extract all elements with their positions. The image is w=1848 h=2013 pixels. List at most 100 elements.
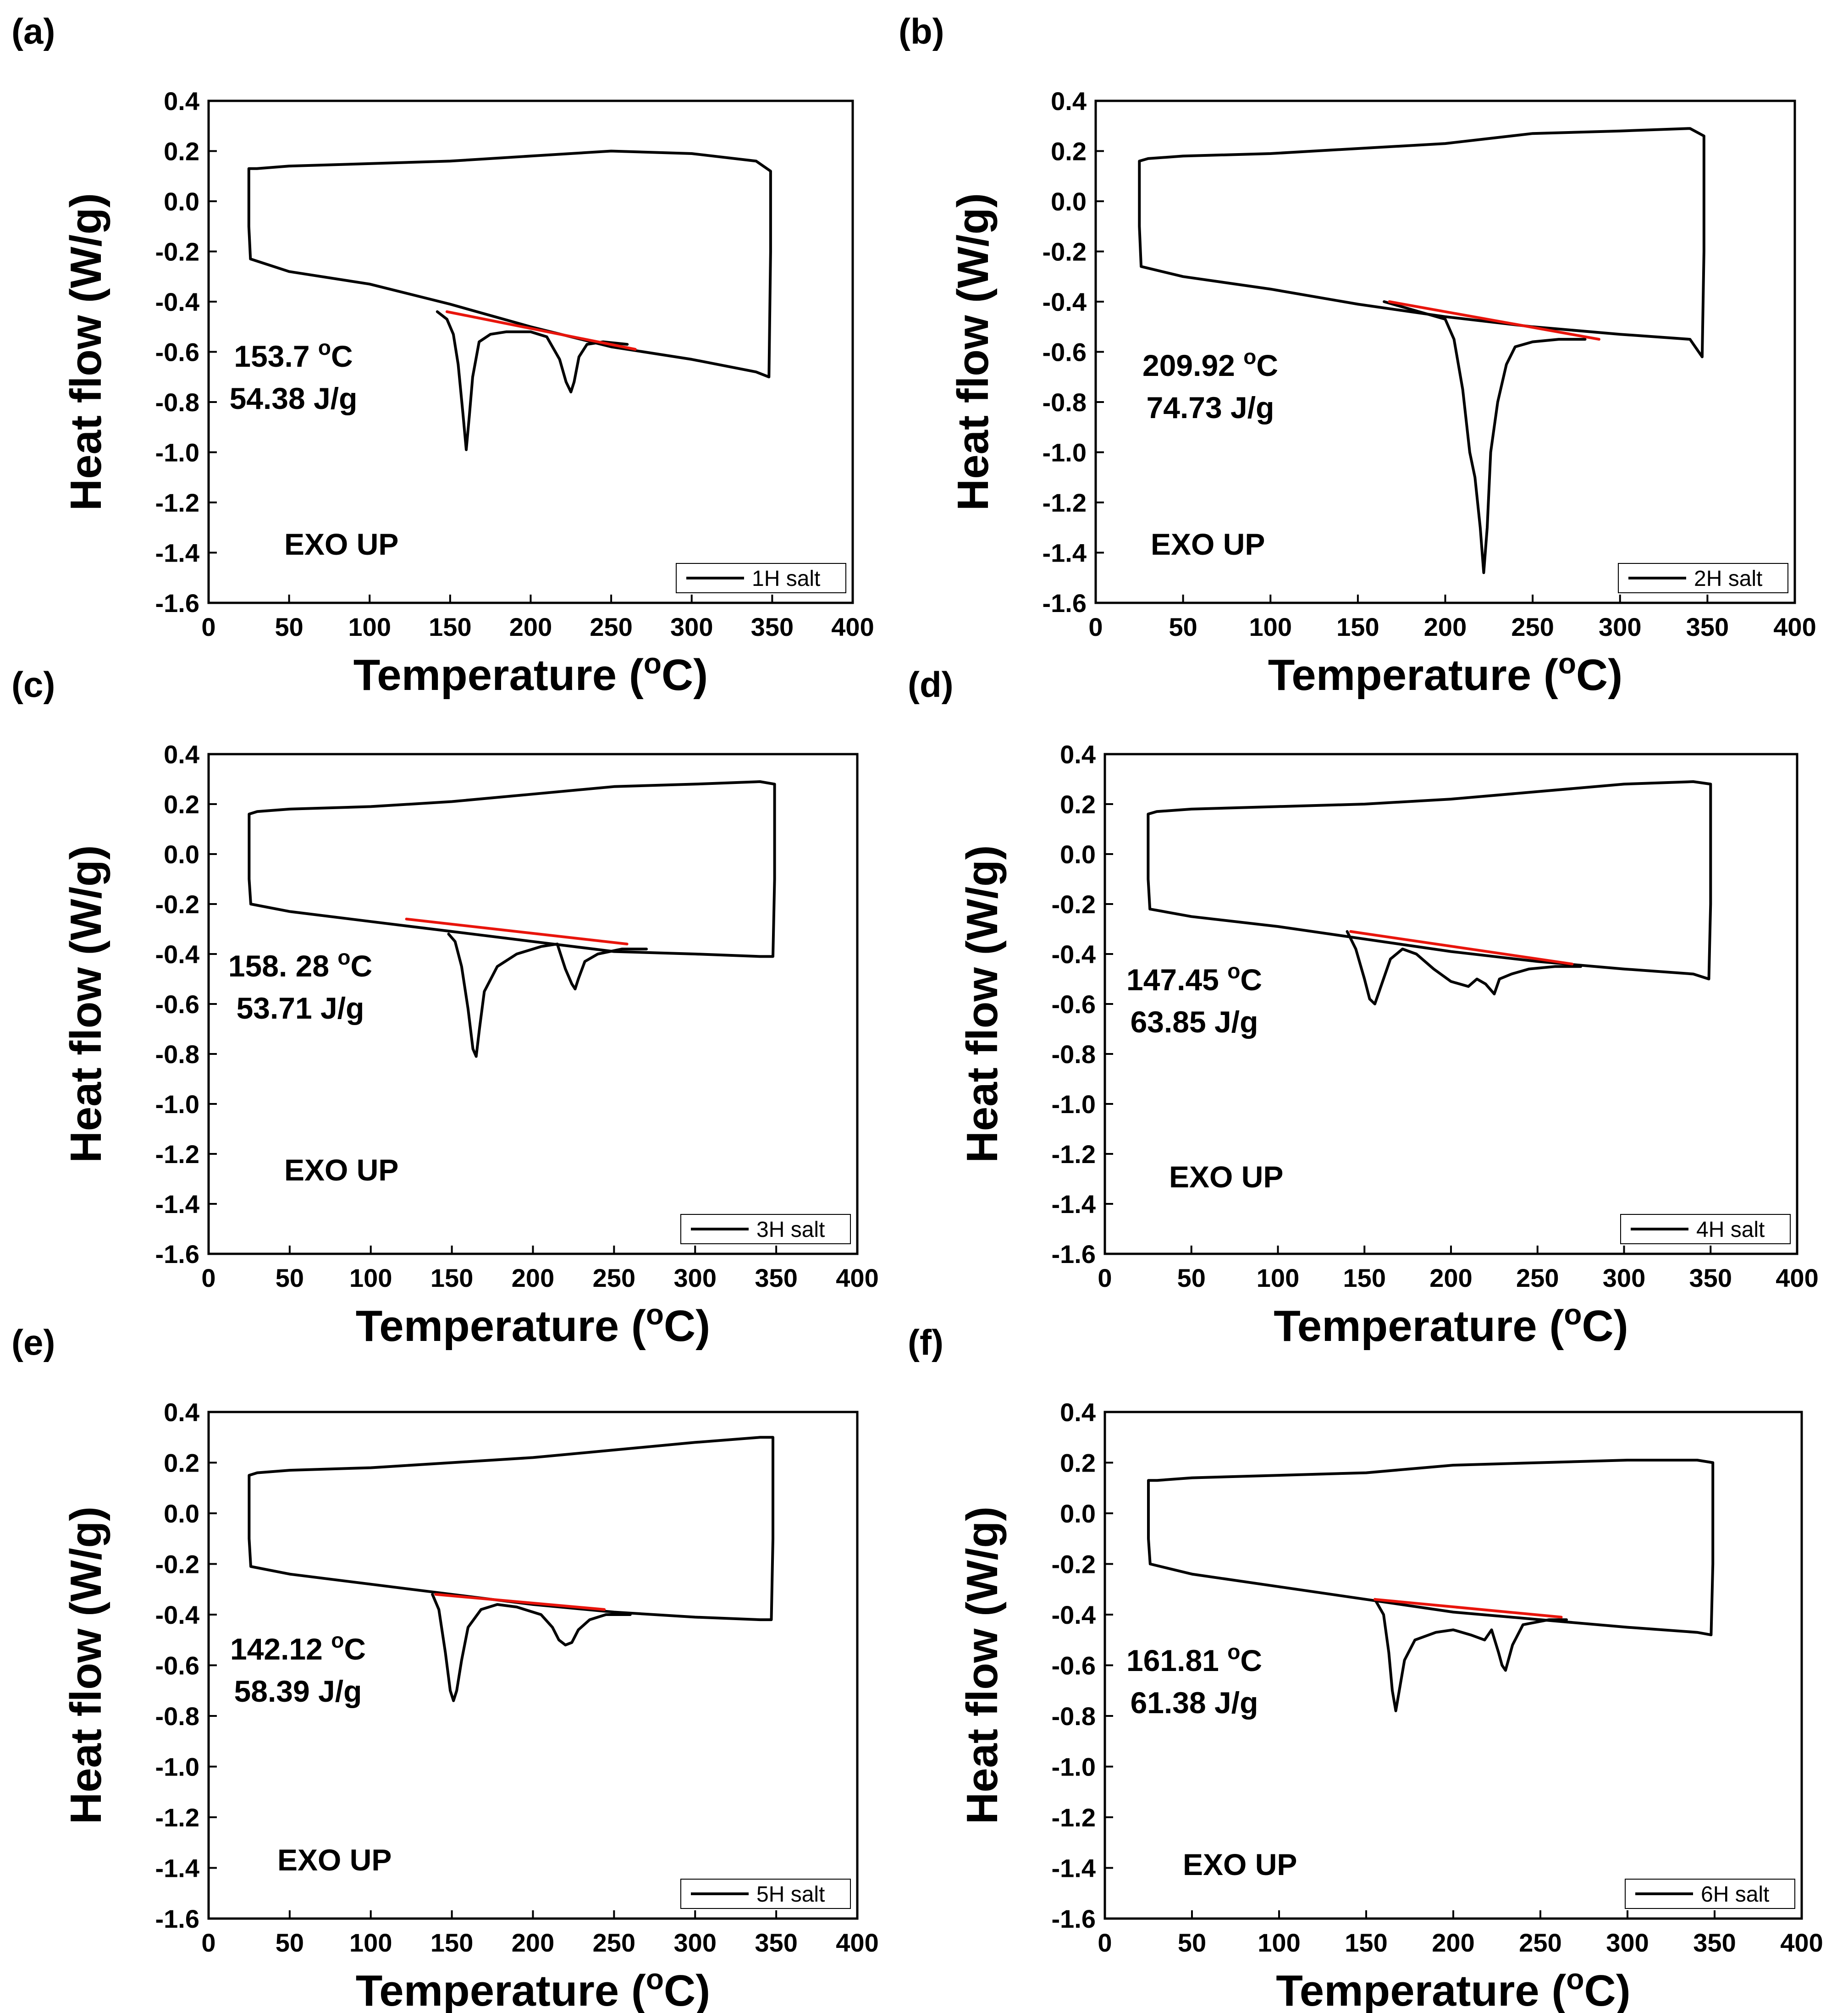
y-tick-label: -0.8 bbox=[1043, 388, 1087, 417]
enthalpy-annotation: 61.38 J/g bbox=[1131, 1686, 1258, 1720]
y-tick-label: -0.4 bbox=[155, 940, 200, 969]
chart-panel-3: (c) 0 50 100 150 200 250 300 350 400 0.4 0.2 0.0 -0.2… bbox=[11, 664, 879, 1351]
x-tick-label: 250 bbox=[590, 612, 632, 641]
y-tick-label: 0.2 bbox=[1060, 790, 1096, 819]
y-tick-label: 0.4 bbox=[1060, 740, 1096, 769]
x-tick-label: 350 bbox=[1686, 612, 1729, 641]
y-axis-title: Heat flow (W/g) bbox=[958, 845, 1007, 1163]
x-tick-label: 300 bbox=[670, 612, 713, 641]
y-tick-label: -0.2 bbox=[1052, 890, 1096, 919]
y-tick-label: -0.6 bbox=[155, 990, 200, 1019]
y-tick-label: -1.2 bbox=[155, 488, 200, 517]
panel-label: (b) bbox=[899, 11, 944, 51]
y-tick-label: -0.8 bbox=[155, 1040, 200, 1069]
x-tick-label: 350 bbox=[755, 1928, 797, 1957]
x-tick-label: 150 bbox=[430, 1928, 473, 1957]
series-line bbox=[248, 1436, 774, 1621]
panel-label: (e) bbox=[11, 1322, 55, 1362]
y-tick-label: -1.0 bbox=[1043, 438, 1087, 467]
x-axis-title: Temperature (oC) bbox=[353, 647, 708, 700]
y-tick-label: 0.0 bbox=[1051, 187, 1087, 216]
x-tick-label: 300 bbox=[674, 1263, 717, 1292]
x-tick-label: 100 bbox=[349, 1263, 392, 1292]
x-axis-title: Temperature (oC) bbox=[1274, 1298, 1628, 1351]
x-tick-label: 50 bbox=[276, 1928, 304, 1957]
series-line bbox=[447, 932, 648, 1058]
x-tick-label: 200 bbox=[1429, 1263, 1472, 1292]
y-tick-label: -1.6 bbox=[155, 589, 200, 618]
x-axis-title: Temperature (oC) bbox=[1268, 647, 1622, 700]
baseline-line bbox=[1374, 1598, 1563, 1619]
y-tick-label: -1.4 bbox=[155, 1190, 200, 1219]
legend: 4H salt bbox=[1620, 1214, 1791, 1244]
x-tick-label: 0 bbox=[1088, 612, 1103, 641]
y-tick-label: -1.4 bbox=[155, 539, 200, 568]
y-axis-title: Heat flow (W/g) bbox=[949, 193, 998, 511]
y-tick-label: 0.4 bbox=[164, 87, 199, 116]
y-tick-label: -0.4 bbox=[1052, 1600, 1096, 1629]
y-tick-label: -1.2 bbox=[155, 1140, 200, 1169]
y-tick-label: 0.2 bbox=[164, 1449, 199, 1478]
series-line bbox=[431, 1593, 632, 1702]
x-tick-label: 300 bbox=[674, 1928, 717, 1957]
x-tick-label: 0 bbox=[201, 612, 215, 641]
y-tick-label: 0.0 bbox=[164, 187, 199, 216]
x-tick-label: 50 bbox=[1177, 1263, 1206, 1292]
chart-panel-1: (a) 0 50 100 150 200 250 300 350 400 0.4 0.2 0.0 -0.2… bbox=[11, 11, 874, 700]
legend: 6H salt bbox=[1625, 1879, 1795, 1909]
peak-temperature-annotation: 158. 28 oC bbox=[228, 945, 372, 983]
y-tick-label: -0.8 bbox=[1052, 1040, 1096, 1069]
series-line bbox=[1374, 1598, 1568, 1712]
y-tick-label: -1.6 bbox=[155, 1904, 200, 1933]
x-tick-label: 250 bbox=[1511, 612, 1554, 641]
x-tick-label: 400 bbox=[836, 1928, 878, 1957]
baseline-line bbox=[445, 310, 637, 351]
y-axis-title: Heat flow (W/g) bbox=[61, 193, 110, 511]
peak-temperature-annotation: 161.81 oC bbox=[1126, 1640, 1262, 1677]
y-tick-label: -0.2 bbox=[155, 890, 200, 919]
y-tick-label: -0.2 bbox=[1052, 1550, 1096, 1579]
x-tick-label: 400 bbox=[1773, 612, 1816, 641]
y-tick-label: -0.6 bbox=[155, 338, 200, 367]
y-tick-label: -0.8 bbox=[155, 388, 200, 417]
y-tick-label: -0.6 bbox=[1043, 338, 1087, 367]
legend-label: 1H salt bbox=[752, 567, 820, 591]
y-axis-title: Heat flow (W/g) bbox=[61, 845, 110, 1163]
legend: 3H salt bbox=[680, 1214, 851, 1244]
x-tick-label: 0 bbox=[1098, 1928, 1112, 1957]
peak-temperature-annotation: 209.92 oC bbox=[1142, 345, 1278, 382]
y-tick-label: 0.0 bbox=[1060, 840, 1096, 869]
x-tick-label: 150 bbox=[1336, 612, 1379, 641]
enthalpy-annotation: 54.38 J/g bbox=[230, 381, 358, 415]
series-line bbox=[1147, 780, 1712, 981]
legend-label: 5H salt bbox=[756, 1882, 825, 1907]
x-tick-label: 300 bbox=[1603, 1263, 1645, 1292]
x-tick-label: 250 bbox=[593, 1263, 635, 1292]
x-tick-label: 100 bbox=[349, 1928, 392, 1957]
y-tick-label: -0.6 bbox=[155, 1651, 200, 1680]
x-tick-label: 50 bbox=[1178, 1928, 1206, 1957]
y-tick-label: -0.8 bbox=[1052, 1702, 1096, 1731]
x-tick-label: 400 bbox=[836, 1263, 878, 1292]
y-tick-label: 0.4 bbox=[164, 1398, 199, 1427]
panel-label: (d) bbox=[908, 664, 954, 705]
y-tick-label: 0.4 bbox=[164, 740, 199, 769]
y-tick-label: -1.4 bbox=[155, 1854, 200, 1883]
x-tick-label: 200 bbox=[1432, 1928, 1474, 1957]
y-tick-label: -1.2 bbox=[155, 1803, 200, 1832]
peak-temperature-annotation: 142.12 oC bbox=[230, 1628, 366, 1666]
y-tick-label: 0.0 bbox=[164, 840, 199, 869]
legend: 5H salt bbox=[680, 1879, 851, 1909]
x-tick-label: 400 bbox=[1776, 1263, 1818, 1292]
y-tick-label: -0.4 bbox=[1043, 287, 1087, 316]
x-tick-label: 100 bbox=[1258, 1928, 1300, 1957]
y-axis-title: Heat flow (W/g) bbox=[958, 1506, 1007, 1824]
x-tick-label: 150 bbox=[430, 1263, 473, 1292]
x-tick-label: 400 bbox=[831, 612, 874, 641]
y-axis-title: Heat flow (W/g) bbox=[61, 1506, 110, 1824]
x-axis-title: Temperature (oC) bbox=[356, 1298, 710, 1351]
y-tick-label: -0.4 bbox=[155, 287, 200, 316]
series-line bbox=[247, 149, 772, 379]
legend-label: 2H salt bbox=[1694, 567, 1762, 591]
y-tick-label: -1.0 bbox=[155, 1090, 200, 1119]
